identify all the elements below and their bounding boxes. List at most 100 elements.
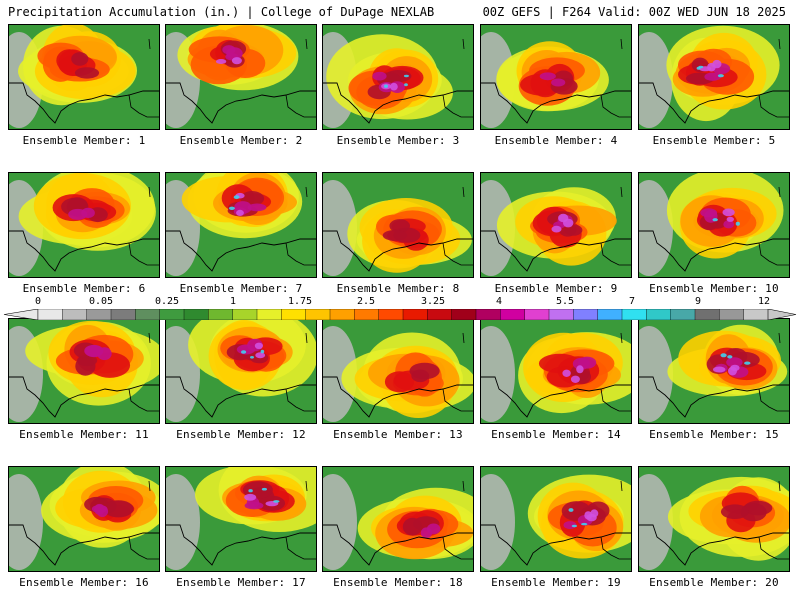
ensemble-member-label: Ensemble Member: 8 xyxy=(336,282,460,295)
colorbar-swatch xyxy=(329,309,355,320)
ensemble-member-label: Ensemble Member: 20 xyxy=(649,576,779,589)
ensemble-member-label: Ensemble Member: 19 xyxy=(491,576,621,589)
colorbar-swatch xyxy=(670,309,696,320)
ensemble-member-label: Ensemble Member: 17 xyxy=(176,576,306,589)
colorbar-swatch xyxy=(597,309,623,320)
precipitation-map xyxy=(8,24,160,130)
precipitation-map-image xyxy=(639,467,789,571)
colorbar-tick-label: 2.5 xyxy=(356,296,376,307)
model-run-valid-time: 00Z GEFS | F264 Valid: 00Z WED JUN 18 20… xyxy=(482,5,786,19)
ensemble-member-label: Ensemble Member: 16 xyxy=(19,576,149,589)
precipitation-map xyxy=(480,24,632,130)
colorbar-tick-label: 0.05 xyxy=(88,296,114,307)
precipitation-map-image xyxy=(481,173,631,277)
colorbar-swatch xyxy=(110,309,136,320)
ensemble-member-label: Ensemble Member: 9 xyxy=(494,282,618,295)
colorbar-swatch xyxy=(232,309,258,320)
colorbar-swatch xyxy=(646,309,672,320)
precipitation-map xyxy=(8,318,160,424)
ensemble-member-label: Ensemble Member: 2 xyxy=(179,134,303,147)
colorbar-swatch xyxy=(86,309,112,320)
precipitation-map-image xyxy=(166,467,316,571)
ensemble-member-label: Ensemble Member: 6 xyxy=(22,282,146,295)
map-title: Precipitation Accumulation (in.) | Colle… xyxy=(8,5,435,19)
colorbar-swatch xyxy=(427,309,453,320)
colorbar-swatches xyxy=(3,309,797,320)
ensemble-member-label: Ensemble Member: 14 xyxy=(491,428,621,441)
ensemble-member-label: Ensemble Member: 7 xyxy=(179,282,303,295)
colorbar-swatch xyxy=(548,309,574,320)
colorbar-swatch xyxy=(183,309,209,320)
colorbar-tick-label: 0 xyxy=(34,296,42,307)
colorbar-tick-label: 4 xyxy=(495,296,503,307)
ensemble-member-label: Ensemble Member: 18 xyxy=(333,576,463,589)
precipitation-map xyxy=(322,318,474,424)
colorbar-swatch xyxy=(719,309,745,320)
colorbar-tick-label: 1.75 xyxy=(287,296,313,307)
colorbar-swatch xyxy=(62,309,88,320)
precipitation-map-image xyxy=(9,173,159,277)
colorbar-tick-label: 12 xyxy=(757,296,771,307)
precipitation-map-image xyxy=(9,319,159,423)
colorbar-swatch xyxy=(500,309,526,320)
colorbar-swatch xyxy=(475,309,501,320)
map-header: Precipitation Accumulation (in.) | Colle… xyxy=(0,0,800,24)
colorbar-tick-label: 9 xyxy=(694,296,702,307)
colorbar-labels: 0 0.05 0.25 1 1.75 2.5 3.25 4 5.5 7 9 12 xyxy=(0,296,800,308)
colorbar-tick-label: 7 xyxy=(628,296,636,307)
precipitation-map xyxy=(165,24,317,130)
ensemble-member-label: Ensemble Member: 10 xyxy=(649,282,779,295)
precipitation-map-image xyxy=(639,173,789,277)
precipitation-map xyxy=(638,466,790,572)
precipitation-map xyxy=(480,466,632,572)
ensemble-member-label: Ensemble Member: 5 xyxy=(652,134,776,147)
colorbar-swatch xyxy=(135,309,161,320)
precipitation-map-image xyxy=(481,319,631,423)
precipitation-map xyxy=(8,466,160,572)
precipitation-map xyxy=(322,24,474,130)
colorbar-tick-label: 3.25 xyxy=(420,296,446,307)
colorbar-tick-label: 5.5 xyxy=(555,296,575,307)
precipitation-map-image xyxy=(639,319,789,423)
colorbar-swatch xyxy=(208,309,234,320)
precipitation-map-image xyxy=(323,25,473,129)
colorbar-swatch xyxy=(354,309,380,320)
precipitation-map-image xyxy=(166,319,316,423)
precipitation-map-image xyxy=(639,25,789,129)
colorbar-swatch xyxy=(256,309,282,320)
precipitation-map-image xyxy=(9,25,159,129)
precipitation-map xyxy=(322,466,474,572)
ensemble-member-label: Ensemble Member: 11 xyxy=(19,428,149,441)
precipitation-map xyxy=(165,466,317,572)
precipitation-map-image xyxy=(166,25,316,129)
precipitation-map xyxy=(165,172,317,278)
precipitation-map xyxy=(8,172,160,278)
colorbar-min-arrow xyxy=(3,309,39,320)
colorbar-swatch xyxy=(573,309,599,320)
precipitation-map-image xyxy=(323,173,473,277)
precipitation-map xyxy=(165,318,317,424)
precipitation-map xyxy=(480,318,632,424)
ensemble-member-label: Ensemble Member: 1 xyxy=(22,134,146,147)
precipitation-map-image xyxy=(481,467,631,571)
colorbar-swatch xyxy=(402,309,428,320)
ensemble-member-label: Ensemble Member: 4 xyxy=(494,134,618,147)
precipitation-colorbar: 0 0.05 0.25 1 1.75 2.5 3.25 4 5.5 7 9 12 xyxy=(0,296,800,320)
colorbar-swatch xyxy=(37,309,63,320)
ensemble-member-label: Ensemble Member: 15 xyxy=(649,428,779,441)
colorbar-swatch xyxy=(281,309,307,320)
precipitation-map-image xyxy=(323,319,473,423)
colorbar-swatch xyxy=(378,309,404,320)
precipitation-map-image xyxy=(323,467,473,571)
precipitation-map-image xyxy=(9,467,159,571)
colorbar-swatch xyxy=(451,309,477,320)
ensemble-member-label: Ensemble Member: 3 xyxy=(336,134,460,147)
colorbar-swatch xyxy=(159,309,185,320)
ensemble-member-label: Ensemble Member: 13 xyxy=(333,428,463,441)
colorbar-tick-label: 1 xyxy=(229,296,237,307)
precipitation-map xyxy=(638,318,790,424)
precipitation-map xyxy=(638,24,790,130)
precipitation-map xyxy=(638,172,790,278)
colorbar-swatch xyxy=(694,309,720,320)
colorbar-swatch xyxy=(621,309,647,320)
